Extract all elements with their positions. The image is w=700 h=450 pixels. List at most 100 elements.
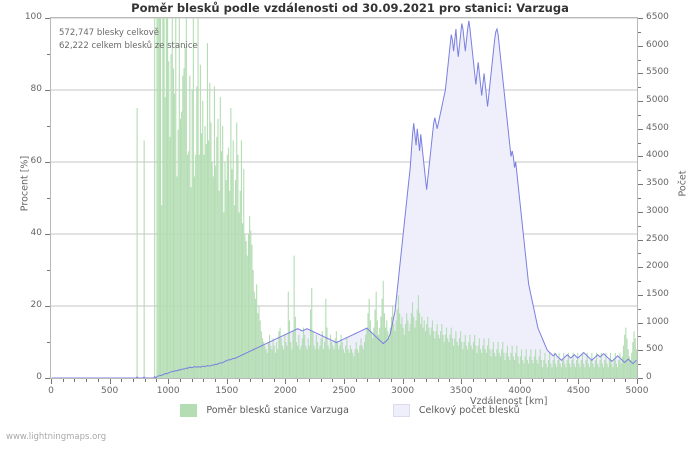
y-tick-right (638, 184, 643, 186)
x-tick-label: 1500 (215, 386, 239, 396)
y-tick-label-right: 2500 (646, 233, 669, 244)
y-tick-label-right: 1500 (646, 288, 669, 299)
y-minortick-right (638, 142, 641, 144)
x-tick (109, 379, 111, 384)
x-tick-label: 1000 (156, 386, 180, 396)
y-tick-right (638, 45, 643, 47)
x-minortick (273, 379, 275, 382)
x-minortick (379, 379, 381, 382)
x-minortick (191, 379, 193, 382)
y-tick-right (638, 73, 643, 75)
x-minortick (308, 379, 310, 382)
x-minortick (426, 379, 428, 382)
x-tick (402, 379, 404, 384)
x-minortick (250, 379, 252, 382)
x-tick (285, 379, 287, 384)
y-tick-right (638, 350, 643, 352)
legend-swatch-blue (392, 404, 410, 417)
y-minortick-right (638, 253, 641, 255)
footer-watermark: www.lightningmaps.org (6, 432, 107, 442)
y-tick-right (638, 378, 643, 379)
legend-item-total[interactable]: Celkový počet blesků (392, 404, 520, 417)
y-tick-label-left: 40 (30, 228, 42, 238)
x-tick-label: 3000 (391, 386, 415, 396)
x-tick-label: 5000 (625, 386, 649, 396)
x-minortick (590, 379, 592, 382)
x-minortick (390, 379, 392, 382)
y-minortick-right (638, 281, 641, 283)
y-tick-label-right: 4000 (646, 150, 669, 161)
x-minortick (543, 379, 545, 382)
y-tick-label-right: 6000 (646, 39, 669, 50)
x-tick (461, 379, 463, 384)
x-minortick (484, 379, 486, 382)
x-minortick (531, 379, 533, 382)
x-minortick (97, 379, 99, 382)
legend-label-total: Celkový počet blesků (418, 405, 520, 416)
y-tick-label-left: 80 (30, 84, 42, 94)
y-tick-label-left: 60 (30, 156, 42, 166)
y-minortick-right (638, 336, 641, 338)
x-minortick (367, 379, 369, 382)
y-tick-label-right: 1000 (646, 316, 669, 327)
y-tick-left (45, 162, 50, 163)
x-minortick (179, 379, 181, 382)
y-tick-right (638, 18, 643, 19)
x-tick (519, 379, 521, 384)
x-minortick (203, 379, 205, 382)
legend-item-ratio[interactable]: Poměr blesků stanice Varzuga (180, 404, 349, 417)
y-tick-right (638, 267, 643, 269)
y-minortick-left (47, 270, 50, 271)
x-tick-label: 4000 (508, 386, 532, 396)
y-tick-label-right: 5000 (646, 95, 669, 106)
y-tick-left (45, 378, 50, 379)
x-tick-label: 500 (101, 386, 119, 396)
y-minortick-right (638, 170, 641, 172)
plot-inner (51, 18, 637, 378)
x-minortick (238, 379, 240, 382)
y-tick-label-left: 100 (24, 12, 42, 22)
y-tick-right (638, 101, 643, 103)
x-minortick (355, 379, 357, 382)
x-tick (168, 379, 170, 384)
y-tick-right (638, 211, 643, 213)
chart-legend: Poměr blesků stanice Varzuga Celkový poč… (0, 404, 700, 417)
x-minortick (121, 379, 123, 382)
x-axis-label: Vzdálenost [km] (470, 396, 548, 407)
x-tick (226, 379, 228, 384)
x-minortick (437, 379, 439, 382)
y-minortick-left (47, 126, 50, 127)
chart-canvas (51, 18, 637, 378)
x-tick (344, 379, 345, 384)
x-minortick (508, 379, 510, 382)
x-minortick (215, 379, 217, 382)
y-tick-label-right: 4500 (646, 122, 669, 133)
x-minortick (156, 379, 158, 382)
y-axis-label-left: Procent [%] (19, 155, 31, 212)
x-tick-label: 2500 (332, 386, 356, 396)
x-tick-label: 3500 (449, 386, 473, 396)
x-minortick (449, 379, 451, 382)
x-minortick (554, 379, 556, 382)
legend-label-ratio: Poměr blesků stanice Varzuga (206, 405, 349, 416)
x-minortick (133, 379, 135, 382)
plot-area (50, 17, 638, 379)
y-tick-label-right: 5500 (646, 67, 669, 78)
y-tick-right (638, 322, 643, 324)
y-minortick-right (638, 114, 641, 116)
y-minortick-right (638, 308, 641, 310)
y-tick-right (638, 156, 643, 158)
y-tick-label-right: 0 (646, 372, 652, 382)
chart-title: Poměr blesků podle vzdálenosti od 30.09.… (131, 1, 569, 15)
legend-swatch-green (180, 404, 198, 417)
x-minortick (332, 379, 334, 382)
y-tick-right (638, 239, 643, 241)
y-tick-left (45, 18, 50, 19)
x-minortick (144, 379, 146, 382)
x-tick-label: 4500 (566, 386, 590, 396)
x-minortick (414, 379, 416, 382)
x-tick-label: 2000 (273, 386, 297, 396)
x-minortick (613, 379, 615, 382)
y-minortick-left (47, 198, 50, 199)
x-minortick (496, 379, 498, 382)
